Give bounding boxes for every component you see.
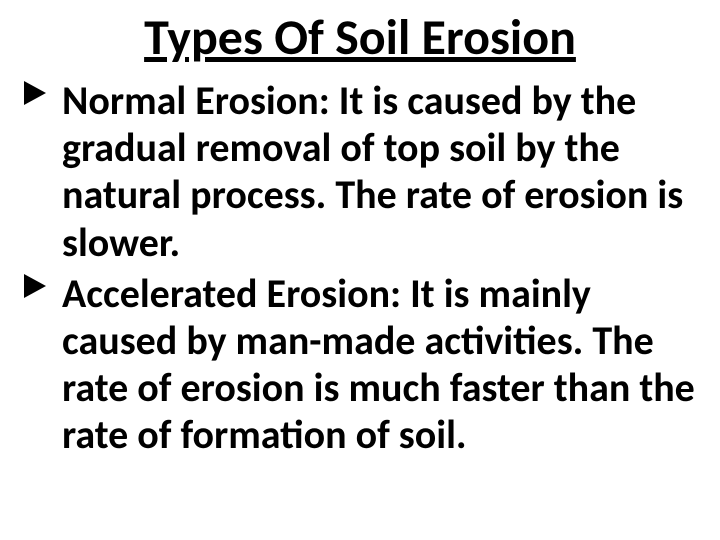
- list-item: Normal Erosion: It is caused by the grad…: [20, 77, 700, 266]
- slide-title: Types Of Soil Erosion: [20, 10, 700, 65]
- bullet-arrow-icon: [20, 270, 52, 302]
- bullet-arrow-icon: [20, 77, 52, 109]
- slide-container: Types Of Soil Erosion Normal Erosion: It…: [0, 0, 720, 540]
- list-item: Accelerated Erosion: It is mainly caused…: [20, 270, 700, 459]
- bullet-list: Normal Erosion: It is caused by the grad…: [20, 77, 700, 459]
- bullet-label: Accelerated Erosion:: [62, 269, 401, 318]
- bullet-label: Normal Erosion:: [62, 76, 330, 125]
